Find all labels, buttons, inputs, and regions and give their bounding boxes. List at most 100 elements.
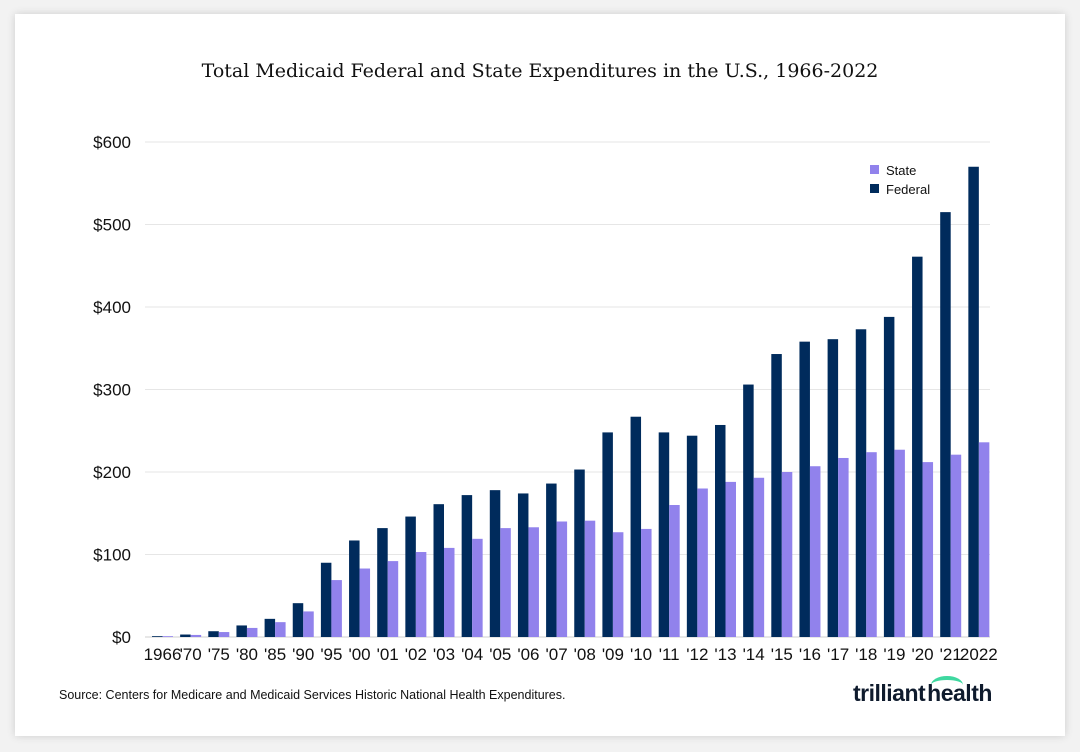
bar-state [444,547,455,637]
bar-state [275,622,286,637]
bar-state [303,611,314,637]
x-tick-label: '95 [320,645,342,664]
logo-swoosh-icon [931,676,963,694]
x-tick-label: '10 [630,645,652,664]
y-tick-label: $100 [93,546,131,565]
bar-federal [236,625,247,637]
bar-state [331,580,342,637]
bar-federal [743,384,754,637]
bar-state [246,627,258,637]
bar-state [528,527,539,637]
y-tick-label: $0 [112,628,131,647]
bar-state [669,505,680,637]
x-tick-label: '80 [236,645,258,664]
legend-label-federal: Federal [886,182,930,197]
x-tick-label: '03 [433,645,455,664]
x-tick-label: '19 [883,645,905,664]
x-tick-label: '09 [602,645,624,664]
bar-state [697,488,708,637]
bar-federal [658,432,670,637]
y-tick-label: $600 [93,133,131,152]
x-tick-label: '90 [292,645,314,664]
bar-federal [574,469,585,637]
x-tick-label: '05 [489,645,511,664]
x-tick-label: '21 [940,645,962,664]
bar-federal [405,516,416,637]
x-tick-label: '02 [405,645,427,664]
bar-state [641,528,652,637]
legend-swatch-state [870,165,879,174]
bar-state [415,552,427,637]
x-tick-label: '18 [855,645,877,664]
x-tick-label: 2022 [960,645,998,664]
x-tick-label: 1966 [144,645,182,664]
bar-state [472,538,483,637]
bar-state [584,520,596,637]
bar-state [725,481,736,637]
bar-federal [630,416,642,637]
bar-federal [180,634,191,637]
bar-state [190,634,202,637]
x-tick-label: '06 [517,645,539,664]
bar-state [781,472,793,637]
x-tick-label: '11 [659,645,680,664]
y-tick-label: $300 [93,381,131,400]
x-tick-label: '85 [264,645,286,664]
x-tick-label: '14 [743,645,765,664]
bar-federal [602,432,613,637]
bar-federal [912,256,923,637]
bar-state [612,532,624,637]
bar-federal [715,424,726,637]
bar-state [838,457,849,637]
bar-federal [883,316,895,637]
x-tick-label: '04 [461,645,483,664]
x-tick-label: '16 [799,645,821,664]
bar-federal [264,618,276,637]
bar-state [809,466,821,637]
bar-federal [349,540,360,637]
bar-federal [489,490,501,637]
bar-state [500,528,511,637]
bar-state [894,449,905,637]
bar-federal [771,354,782,637]
bar-state [922,462,934,637]
bar-federal [152,636,163,637]
y-tick-label: $500 [93,216,131,235]
bar-federal [292,603,304,637]
bar-federal [208,631,219,637]
bar-state [387,561,399,637]
y-tick-label: $400 [93,298,131,317]
x-tick-label: '08 [574,645,596,664]
bar-federal [320,562,332,637]
bar-state [162,636,173,637]
y-tick-label: $200 [93,463,131,482]
legend-label-state: State [886,163,916,178]
bar-state [950,454,962,637]
bar-federal [377,528,388,637]
bar-state [218,632,230,637]
x-tick-label: '12 [686,645,708,664]
x-tick-label: '70 [180,645,202,664]
source-note: Source: Centers for Medicare and Medicai… [59,688,566,702]
bar-federal [940,212,951,637]
bar-state [359,568,371,637]
bar-federal [827,339,839,637]
bar-state [556,521,568,637]
x-tick-label: '07 [546,645,568,664]
bar-federal [433,504,444,637]
x-tick-label: '75 [208,645,230,664]
bar-state [753,477,765,637]
x-tick-label: '00 [348,645,370,664]
bar-federal [799,341,810,637]
bar-state [866,452,877,637]
x-tick-label: '17 [827,645,849,664]
bar-federal [686,435,698,637]
bar-federal [968,166,979,637]
x-tick-label: '01 [377,645,399,664]
x-tick-label: '13 [714,645,736,664]
legend-swatch-federal [870,184,879,193]
bar-federal [546,483,557,637]
bar-federal [517,493,529,637]
bar-state [978,442,990,637]
